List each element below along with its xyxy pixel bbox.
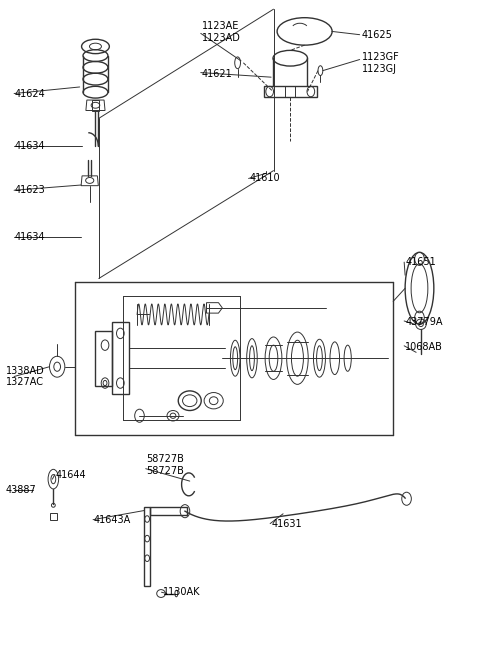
- Text: 43887: 43887: [5, 485, 36, 495]
- Text: 41651: 41651: [405, 257, 436, 267]
- Text: 41623: 41623: [15, 185, 46, 195]
- Text: 41624: 41624: [15, 88, 46, 98]
- Text: 1068AB: 1068AB: [405, 342, 443, 352]
- Text: 41610: 41610: [250, 174, 280, 183]
- Text: 41631: 41631: [271, 519, 302, 529]
- Text: 41621: 41621: [202, 69, 232, 79]
- Text: 41625: 41625: [362, 29, 393, 40]
- Text: 1130AK: 1130AK: [162, 588, 200, 597]
- Text: 43779A: 43779A: [405, 317, 443, 328]
- Text: 41634: 41634: [15, 141, 46, 151]
- Text: 1123AE
1123AD: 1123AE 1123AD: [202, 21, 240, 43]
- Text: 1338AD
1327AC: 1338AD 1327AC: [5, 365, 44, 387]
- Text: 41644: 41644: [56, 470, 86, 479]
- Text: 58727B
58727B: 58727B 58727B: [147, 454, 184, 476]
- Text: 1123GF
1123GJ: 1123GF 1123GJ: [362, 52, 400, 73]
- Text: 41643A: 41643A: [94, 515, 131, 525]
- Text: 41634: 41634: [15, 233, 46, 242]
